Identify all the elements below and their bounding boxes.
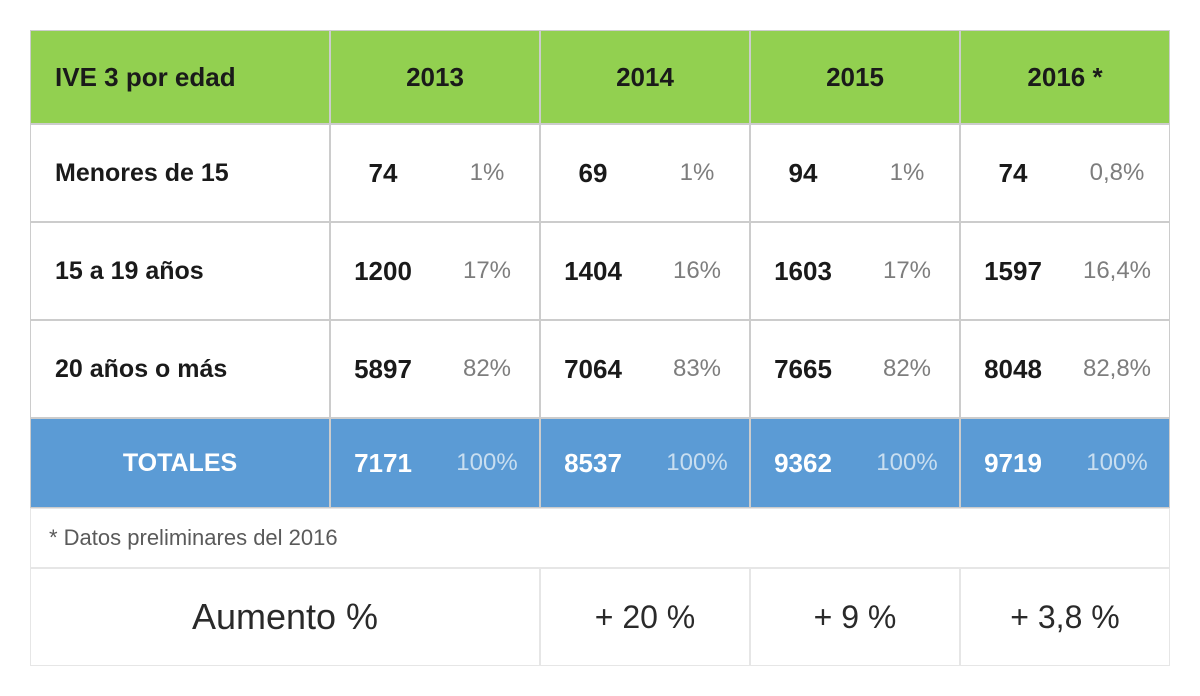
aumento-row: Aumento % + 20 % + 9 % + 3,8 % (30, 568, 1170, 666)
cell-num: 7665 (751, 354, 855, 385)
totals-cell: 8537100% (540, 418, 750, 508)
cell: 766582% (750, 320, 960, 418)
cell-num: 9719 (961, 448, 1065, 479)
cell-num: 1597 (961, 256, 1065, 287)
header-year-2015: 2015 (750, 30, 960, 124)
cell-pct: 17% (855, 257, 959, 285)
cell-num: 5897 (331, 354, 435, 385)
cell-pct: 83% (645, 355, 749, 383)
totals-cell: 7171100% (330, 418, 540, 508)
header-year-2014: 2014 (540, 30, 750, 124)
cell-pct: 1% (855, 159, 959, 187)
cell-pct: 82,8% (1065, 355, 1169, 383)
cell-pct: 100% (435, 449, 539, 477)
cell-pct: 82% (435, 355, 539, 383)
cell-num: 8048 (961, 354, 1065, 385)
header-year-2016: 2016 * (960, 30, 1170, 124)
cell-pct: 17% (435, 257, 539, 285)
cell-pct: 1% (645, 159, 749, 187)
note-row: * Datos preliminares del 2016 (30, 508, 1170, 568)
header-row: IVE 3 por edad 2013 2014 2015 2016 * (30, 30, 1170, 124)
header-title: IVE 3 por edad (30, 30, 330, 124)
totals-cell: 9719100% (960, 418, 1170, 508)
aumento-val-2014: + 20 % (540, 568, 750, 666)
cell-pct: 1% (435, 159, 539, 187)
cell-num: 69 (541, 158, 645, 189)
header-year-2013: 2013 (330, 30, 540, 124)
cell-num: 8537 (541, 448, 645, 479)
cell-num: 7064 (541, 354, 645, 385)
cell: 741% (330, 124, 540, 222)
cell-num: 1603 (751, 256, 855, 287)
cell: 120017% (330, 222, 540, 320)
table-row: 20 años o más 589782% 706483% 766582% 80… (30, 320, 1170, 418)
cell: 159716,4% (960, 222, 1170, 320)
cell-num: 9362 (751, 448, 855, 479)
aumento-label: Aumento % (30, 568, 540, 666)
cell: 941% (750, 124, 960, 222)
cell-pct: 100% (1065, 449, 1169, 477)
ive-table: IVE 3 por edad 2013 2014 2015 2016 * Men… (30, 30, 1170, 666)
cell: 740,8% (960, 124, 1170, 222)
cell-num: 1404 (541, 256, 645, 287)
cell-num: 74 (331, 158, 435, 189)
cell-pct: 100% (645, 449, 749, 477)
cell-pct: 16,4% (1065, 257, 1169, 285)
cell-pct: 82% (855, 355, 959, 383)
cell-num: 1200 (331, 256, 435, 287)
cell: 804882,8% (960, 320, 1170, 418)
cell-pct: 0,8% (1065, 159, 1169, 187)
cell: 140416% (540, 222, 750, 320)
cell: 589782% (330, 320, 540, 418)
cell-num: 94 (751, 158, 855, 189)
cell: 706483% (540, 320, 750, 418)
cell-num: 7171 (331, 448, 435, 479)
table-row: Menores de 15 741% 691% 941% 740,8% (30, 124, 1170, 222)
row-label: 15 a 19 años (30, 222, 330, 320)
cell: 160317% (750, 222, 960, 320)
row-label: 20 años o más (30, 320, 330, 418)
row-label: Menores de 15 (30, 124, 330, 222)
note-text: * Datos preliminares del 2016 (30, 508, 1170, 568)
cell-pct: 100% (855, 449, 959, 477)
totals-row: TOTALES 7171100% 8537100% 9362100% 97191… (30, 418, 1170, 508)
aumento-val-2016: + 3,8 % (960, 568, 1170, 666)
totals-label: TOTALES (30, 418, 330, 508)
cell: 691% (540, 124, 750, 222)
cell-num: 74 (961, 158, 1065, 189)
aumento-val-2015: + 9 % (750, 568, 960, 666)
cell-pct: 16% (645, 257, 749, 285)
table-row: 15 a 19 años 120017% 140416% 160317% 159… (30, 222, 1170, 320)
totals-cell: 9362100% (750, 418, 960, 508)
